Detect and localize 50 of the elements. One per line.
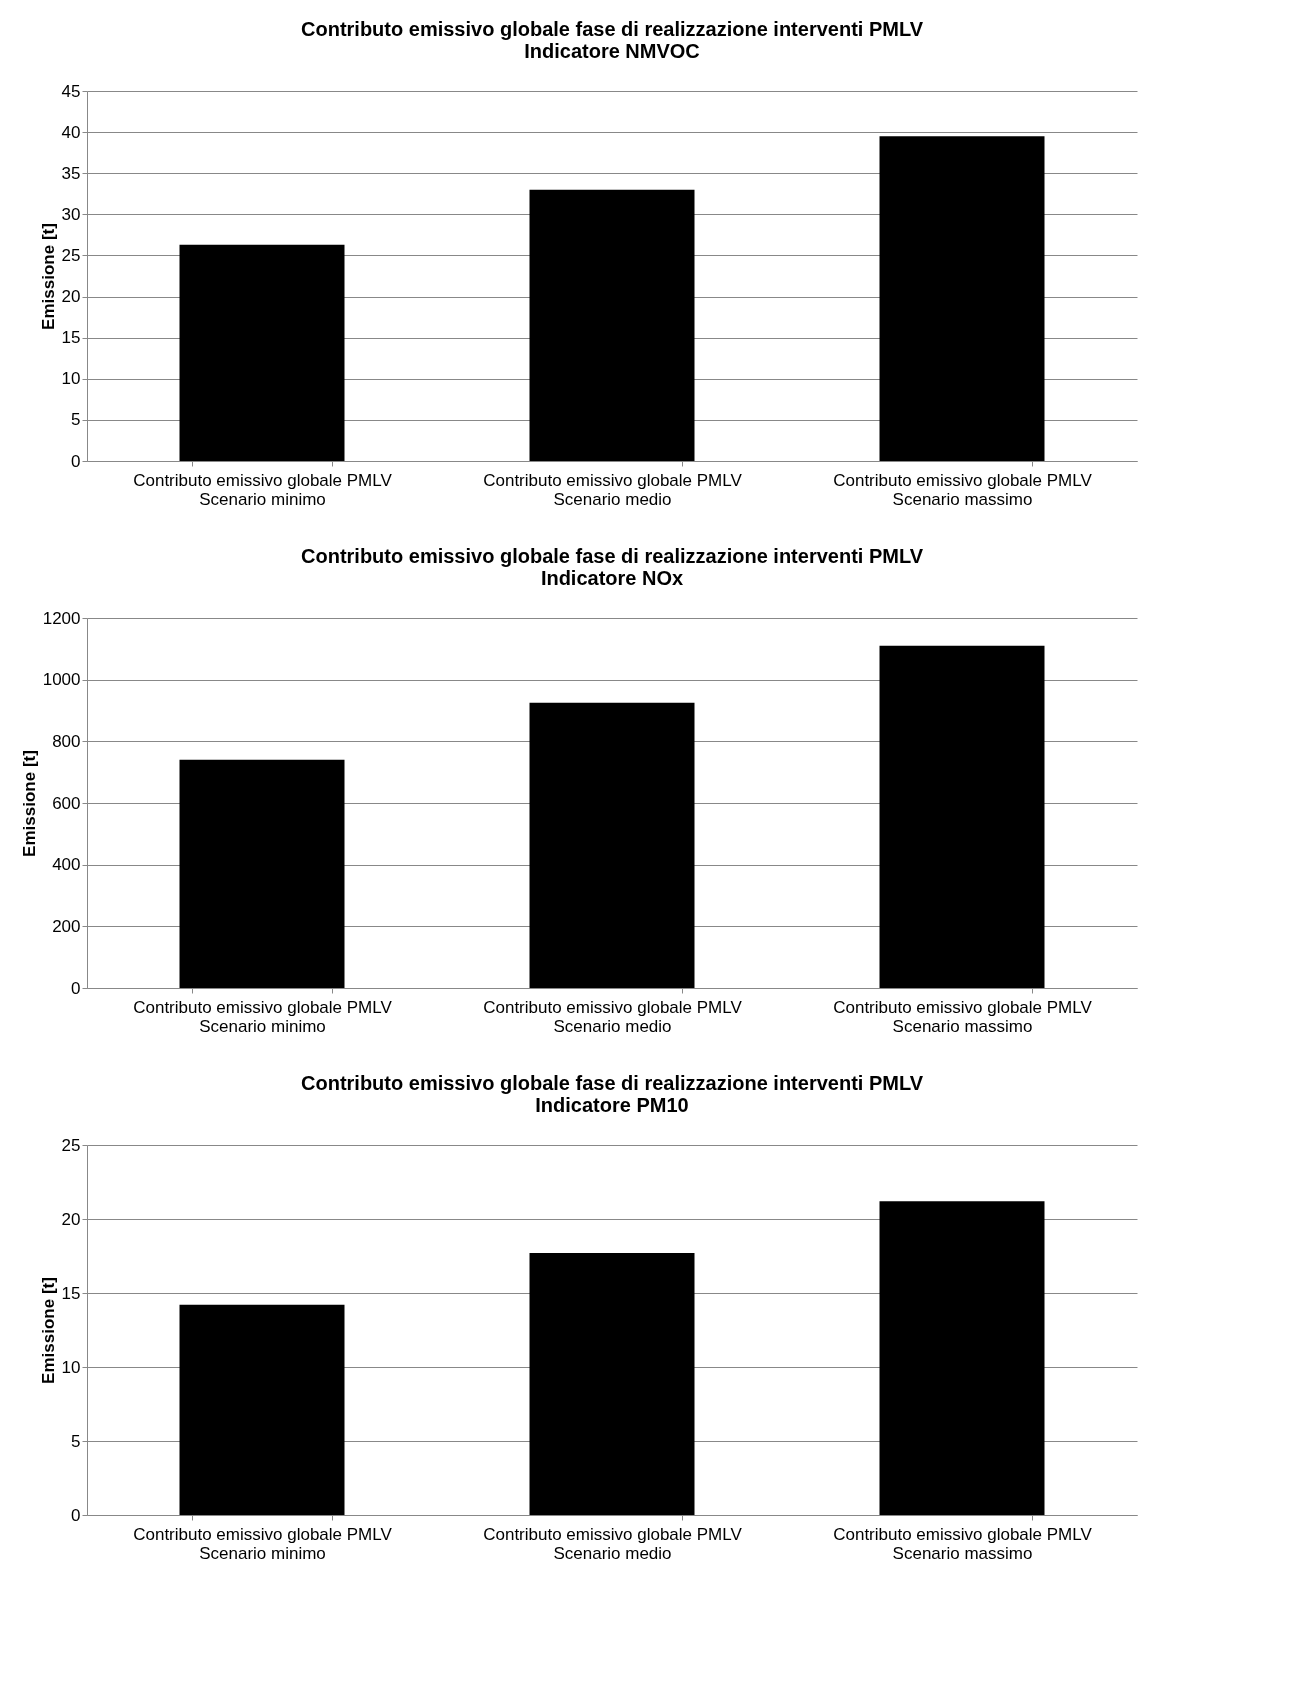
bar: [879, 1201, 1045, 1515]
x-tick-label: Contributo emissivo globale PMLV Scenario massimo: [833, 997, 1093, 1036]
y-tick-label: 30: [61, 204, 81, 224]
x-tick-label: Contributo emissivo globale PMLV Scenario minimo: [133, 1524, 393, 1563]
bar: [529, 189, 695, 461]
text: Contributo emissivo globale fase di realizzazione interventi PMLV: [301, 545, 923, 567]
text: Indicatore PM10: [535, 1094, 689, 1116]
x-tick-label: Contributo emissivo globale PMLV Scenario medio: [483, 1524, 743, 1563]
y-tick-label: 15: [61, 328, 81, 348]
y-axis-title: Emissione [t]: [38, 1277, 58, 1384]
bar: [529, 702, 695, 988]
x-tick-label: Contributo emissivo globale PMLV Scenario massimo: [833, 1524, 1093, 1563]
bar: [179, 244, 345, 461]
x-tick-label: Contributo emissivo globale PMLV Scenario minimo: [133, 997, 393, 1036]
x-tick-label: Contributo emissivo globale PMLV Scenario medio: [483, 997, 743, 1036]
y-axis-title: Emissione [t]: [19, 750, 39, 857]
bar: [529, 1253, 695, 1515]
text: Contributo emissivo globale fase di realizzazione interventi PMLV: [301, 1072, 923, 1094]
y-tick-label: 400: [52, 855, 81, 875]
y-tick-label: 0: [71, 978, 81, 998]
bar: [879, 645, 1045, 988]
x-tick-label: Contributo emissivo globale PMLV Scenario medio: [483, 470, 743, 509]
y-tick-label: 200: [52, 916, 81, 936]
text: Contributo emissivo globale fase di realizzazione interventi PMLV: [301, 18, 923, 40]
bar: [179, 1304, 345, 1515]
y-tick-label: 40: [61, 122, 81, 142]
y-tick-label: 20: [61, 1209, 81, 1229]
y-tick-label: 25: [61, 1135, 81, 1155]
y-tick-label: 5: [71, 1431, 81, 1451]
y-tick-label: 0: [71, 1505, 81, 1525]
x-tick-label: Contributo emissivo globale PMLV Scenario massimo: [833, 470, 1093, 509]
text: Indicatore NOx: [540, 567, 684, 589]
bar: [879, 136, 1045, 461]
y-tick-label: 10: [61, 369, 81, 389]
y-tick-label: 1000: [42, 670, 81, 690]
y-tick-label: 5: [71, 410, 81, 430]
x-tick-label: Contributo emissivo globale PMLV Scenario minimo: [133, 470, 393, 509]
y-tick-label: 15: [61, 1283, 81, 1303]
y-tick-label: 20: [61, 287, 81, 307]
y-tick-label: 45: [61, 81, 81, 101]
y-tick-label: 1200: [42, 608, 81, 628]
bar: [179, 759, 345, 988]
y-tick-label: 600: [52, 793, 81, 813]
y-tick-label: 0: [71, 451, 81, 471]
text: Indicatore NMVOC: [524, 40, 700, 62]
y-tick-label: 10: [61, 1357, 81, 1377]
y-tick-label: 800: [52, 731, 81, 751]
y-tick-label: 35: [61, 163, 81, 183]
y-tick-label: 25: [61, 245, 81, 265]
y-axis-title: Emissione [t]: [38, 223, 58, 330]
